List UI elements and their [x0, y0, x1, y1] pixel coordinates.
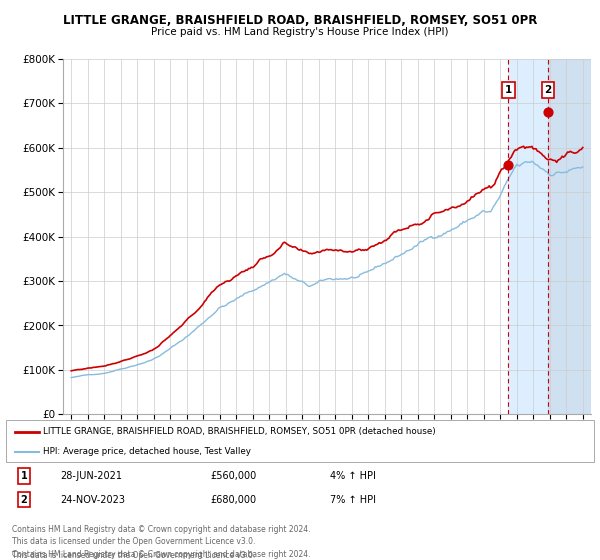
- Text: 1: 1: [505, 85, 512, 95]
- Bar: [508, 59, 591, 414]
- Text: 24-NOV-2023: 24-NOV-2023: [60, 494, 125, 505]
- Text: £680,000: £680,000: [210, 494, 256, 505]
- Bar: [548, 59, 591, 414]
- Text: LITTLE GRANGE, BRAISHFIELD ROAD, BRAISHFIELD, ROMSEY, SO51 0PR (detached house): LITTLE GRANGE, BRAISHFIELD ROAD, BRAISHF…: [43, 427, 436, 436]
- Point: [503, 161, 513, 170]
- Text: 1: 1: [20, 471, 28, 481]
- Text: HPI: Average price, detached house, Test Valley: HPI: Average price, detached house, Test…: [43, 447, 251, 456]
- Text: Contains HM Land Registry data © Crown copyright and database right 2024.
This d: Contains HM Land Registry data © Crown c…: [12, 525, 311, 546]
- Text: £560,000: £560,000: [210, 471, 256, 481]
- Text: This data is licensed under the Open Government Licence v3.0.: This data is licensed under the Open Gov…: [12, 551, 256, 560]
- Point: [543, 108, 553, 116]
- Text: Contains HM Land Registry data © Crown copyright and database right 2024.: Contains HM Land Registry data © Crown c…: [12, 550, 311, 559]
- Text: 7% ↑ HPI: 7% ↑ HPI: [330, 494, 376, 505]
- Text: LITTLE GRANGE, BRAISHFIELD ROAD, BRAISHFIELD, ROMSEY, SO51 0PR: LITTLE GRANGE, BRAISHFIELD ROAD, BRAISHF…: [63, 14, 537, 27]
- Text: 28-JUN-2021: 28-JUN-2021: [60, 471, 122, 481]
- Text: 2: 2: [20, 494, 28, 505]
- Text: Price paid vs. HM Land Registry's House Price Index (HPI): Price paid vs. HM Land Registry's House …: [151, 27, 449, 37]
- Text: 2: 2: [544, 85, 552, 95]
- Text: 4% ↑ HPI: 4% ↑ HPI: [330, 471, 376, 481]
